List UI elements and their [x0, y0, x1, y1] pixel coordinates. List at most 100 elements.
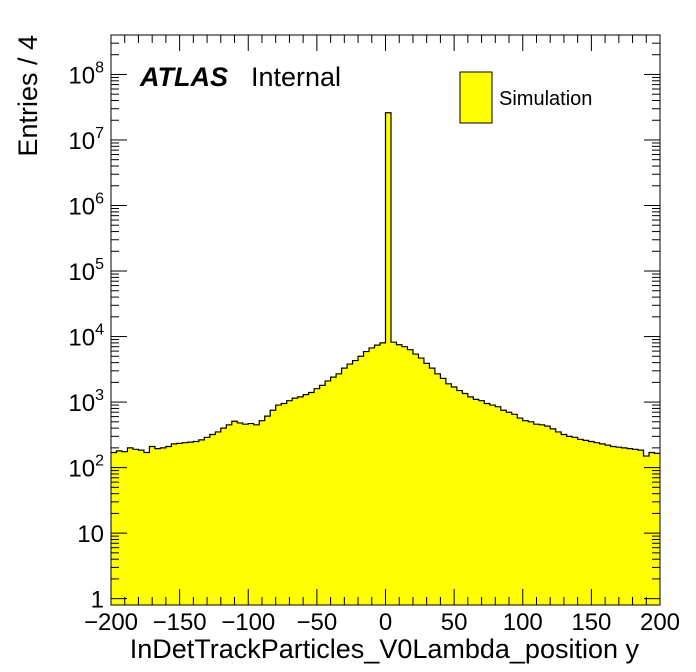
- histogram-bin: [605, 445, 611, 605]
- histogram-bin: [275, 405, 282, 605]
- histogram-bin: [204, 437, 211, 605]
- histogram-bin: [418, 358, 425, 605]
- y-axis-label: Entries / 4: [13, 35, 43, 157]
- histogram-bin: [467, 396, 474, 605]
- y-tick-label: 108: [68, 59, 104, 89]
- histogram-bin: [506, 412, 513, 605]
- histogram-bin: [143, 452, 150, 605]
- x-tick-labels: −200 −150 −100 −50 0 50 100 150 200: [84, 609, 680, 636]
- histogram-bin: [242, 424, 249, 605]
- y-tick-label: 107: [68, 125, 104, 155]
- x-tick-label: 0: [379, 609, 392, 636]
- histogram-bin: [539, 424, 546, 605]
- histogram-bin: [292, 398, 298, 605]
- histogram-bin: [347, 364, 353, 605]
- histogram-outline: [111, 112, 660, 457]
- histogram-bin: [451, 386, 458, 605]
- histogram-bin: [544, 426, 551, 605]
- histogram-bin: [654, 453, 661, 605]
- histogram-bin: [434, 373, 441, 605]
- histogram-bin: [149, 446, 156, 605]
- histogram-bin: [632, 449, 639, 605]
- histogram-bin: [533, 424, 540, 605]
- legend-label-simulation: Simulation: [499, 88, 592, 110]
- histogram-bin: [193, 441, 200, 605]
- y-tick-label: 1: [91, 587, 104, 614]
- y-tick-label: 105: [68, 256, 104, 286]
- histogram-bin: [121, 451, 128, 605]
- histogram-bin: [336, 373, 342, 605]
- histogram-bin: [127, 447, 134, 605]
- histogram-bin: [363, 351, 370, 605]
- histogram-bin: [500, 410, 507, 605]
- x-axis-label: InDetTrackParticles_V0Lambda_position y: [130, 634, 640, 664]
- histogram-bin: [341, 368, 348, 605]
- histogram-bin: [303, 394, 309, 605]
- x-tick-label: 200: [640, 609, 680, 636]
- histogram-bin: [308, 392, 315, 605]
- histogram-bin: [385, 112, 392, 605]
- histogram-bin: [616, 447, 622, 605]
- x-tick-label: −150: [153, 609, 207, 636]
- histogram-bin: [484, 403, 491, 605]
- histogram-bin: [511, 414, 518, 605]
- histogram-bin: [412, 354, 419, 605]
- histogram-bin: [352, 360, 359, 605]
- histogram-bin: [374, 345, 381, 605]
- histogram-bin: [572, 437, 578, 605]
- histogram-bin: [577, 439, 584, 605]
- histogram-bin: [297, 396, 304, 605]
- histogram-bin: [325, 380, 331, 605]
- histogram-bin: [198, 439, 205, 605]
- histogram-bin: [270, 410, 276, 605]
- axis-ticks: [110, 34, 661, 605]
- histogram-bin: [396, 344, 403, 605]
- histogram-bin: [286, 400, 293, 605]
- histogram-bin: [473, 399, 480, 605]
- histogram-bin: [138, 450, 145, 605]
- histogram-bin: [358, 356, 364, 605]
- histogram-bin: [423, 363, 430, 605]
- histogram-bin: [522, 420, 529, 605]
- histogram-bin: [319, 385, 326, 605]
- histogram-bin: [445, 383, 452, 605]
- histogram-bin: [281, 403, 287, 605]
- histogram-bin: [187, 442, 194, 605]
- histogram-bin: [588, 441, 595, 605]
- histogram-bin: [231, 421, 238, 605]
- histogram-bin: [253, 424, 260, 605]
- x-tick-label: 50: [441, 609, 468, 636]
- x-tick-label: 100: [503, 609, 543, 636]
- histogram-bin: [264, 416, 271, 605]
- atlas-label: ATLAS: [139, 62, 228, 92]
- histogram-bin: [610, 446, 617, 605]
- histogram-bin: [226, 424, 233, 605]
- histogram-bin: [583, 440, 589, 605]
- histogram-bin: [248, 423, 255, 605]
- histogram-bin: [495, 406, 502, 605]
- histogram-bin: [132, 449, 139, 605]
- y-tick-label: 106: [68, 191, 104, 221]
- histogram-bin: [429, 368, 436, 605]
- y-tick-labels: 1 10 102 103 104 105 106 107 108: [68, 59, 104, 613]
- histogram-bin: [401, 346, 408, 605]
- histogram-bin: [154, 448, 161, 605]
- histogram-bin: [489, 405, 496, 605]
- histogram-bin: [259, 420, 266, 605]
- histogram-bin: [369, 347, 375, 605]
- histogram-bin: [209, 434, 216, 605]
- y-tick-label: 104: [68, 322, 104, 352]
- histogram-bin: [561, 434, 567, 605]
- histogram-bin: [456, 390, 463, 605]
- histogram-bin: [517, 418, 524, 605]
- x-tick-label: −50: [297, 609, 338, 636]
- histogram-bin: [390, 342, 397, 605]
- histogram-bin: [111, 452, 117, 605]
- histogram-bin: [116, 450, 123, 605]
- histogram-bin: [215, 431, 222, 605]
- y-tick-label: 10: [77, 521, 104, 548]
- y-tick-label: 103: [68, 387, 104, 417]
- histogram-bin: [237, 422, 244, 605]
- x-tick-label: −200: [84, 609, 138, 636]
